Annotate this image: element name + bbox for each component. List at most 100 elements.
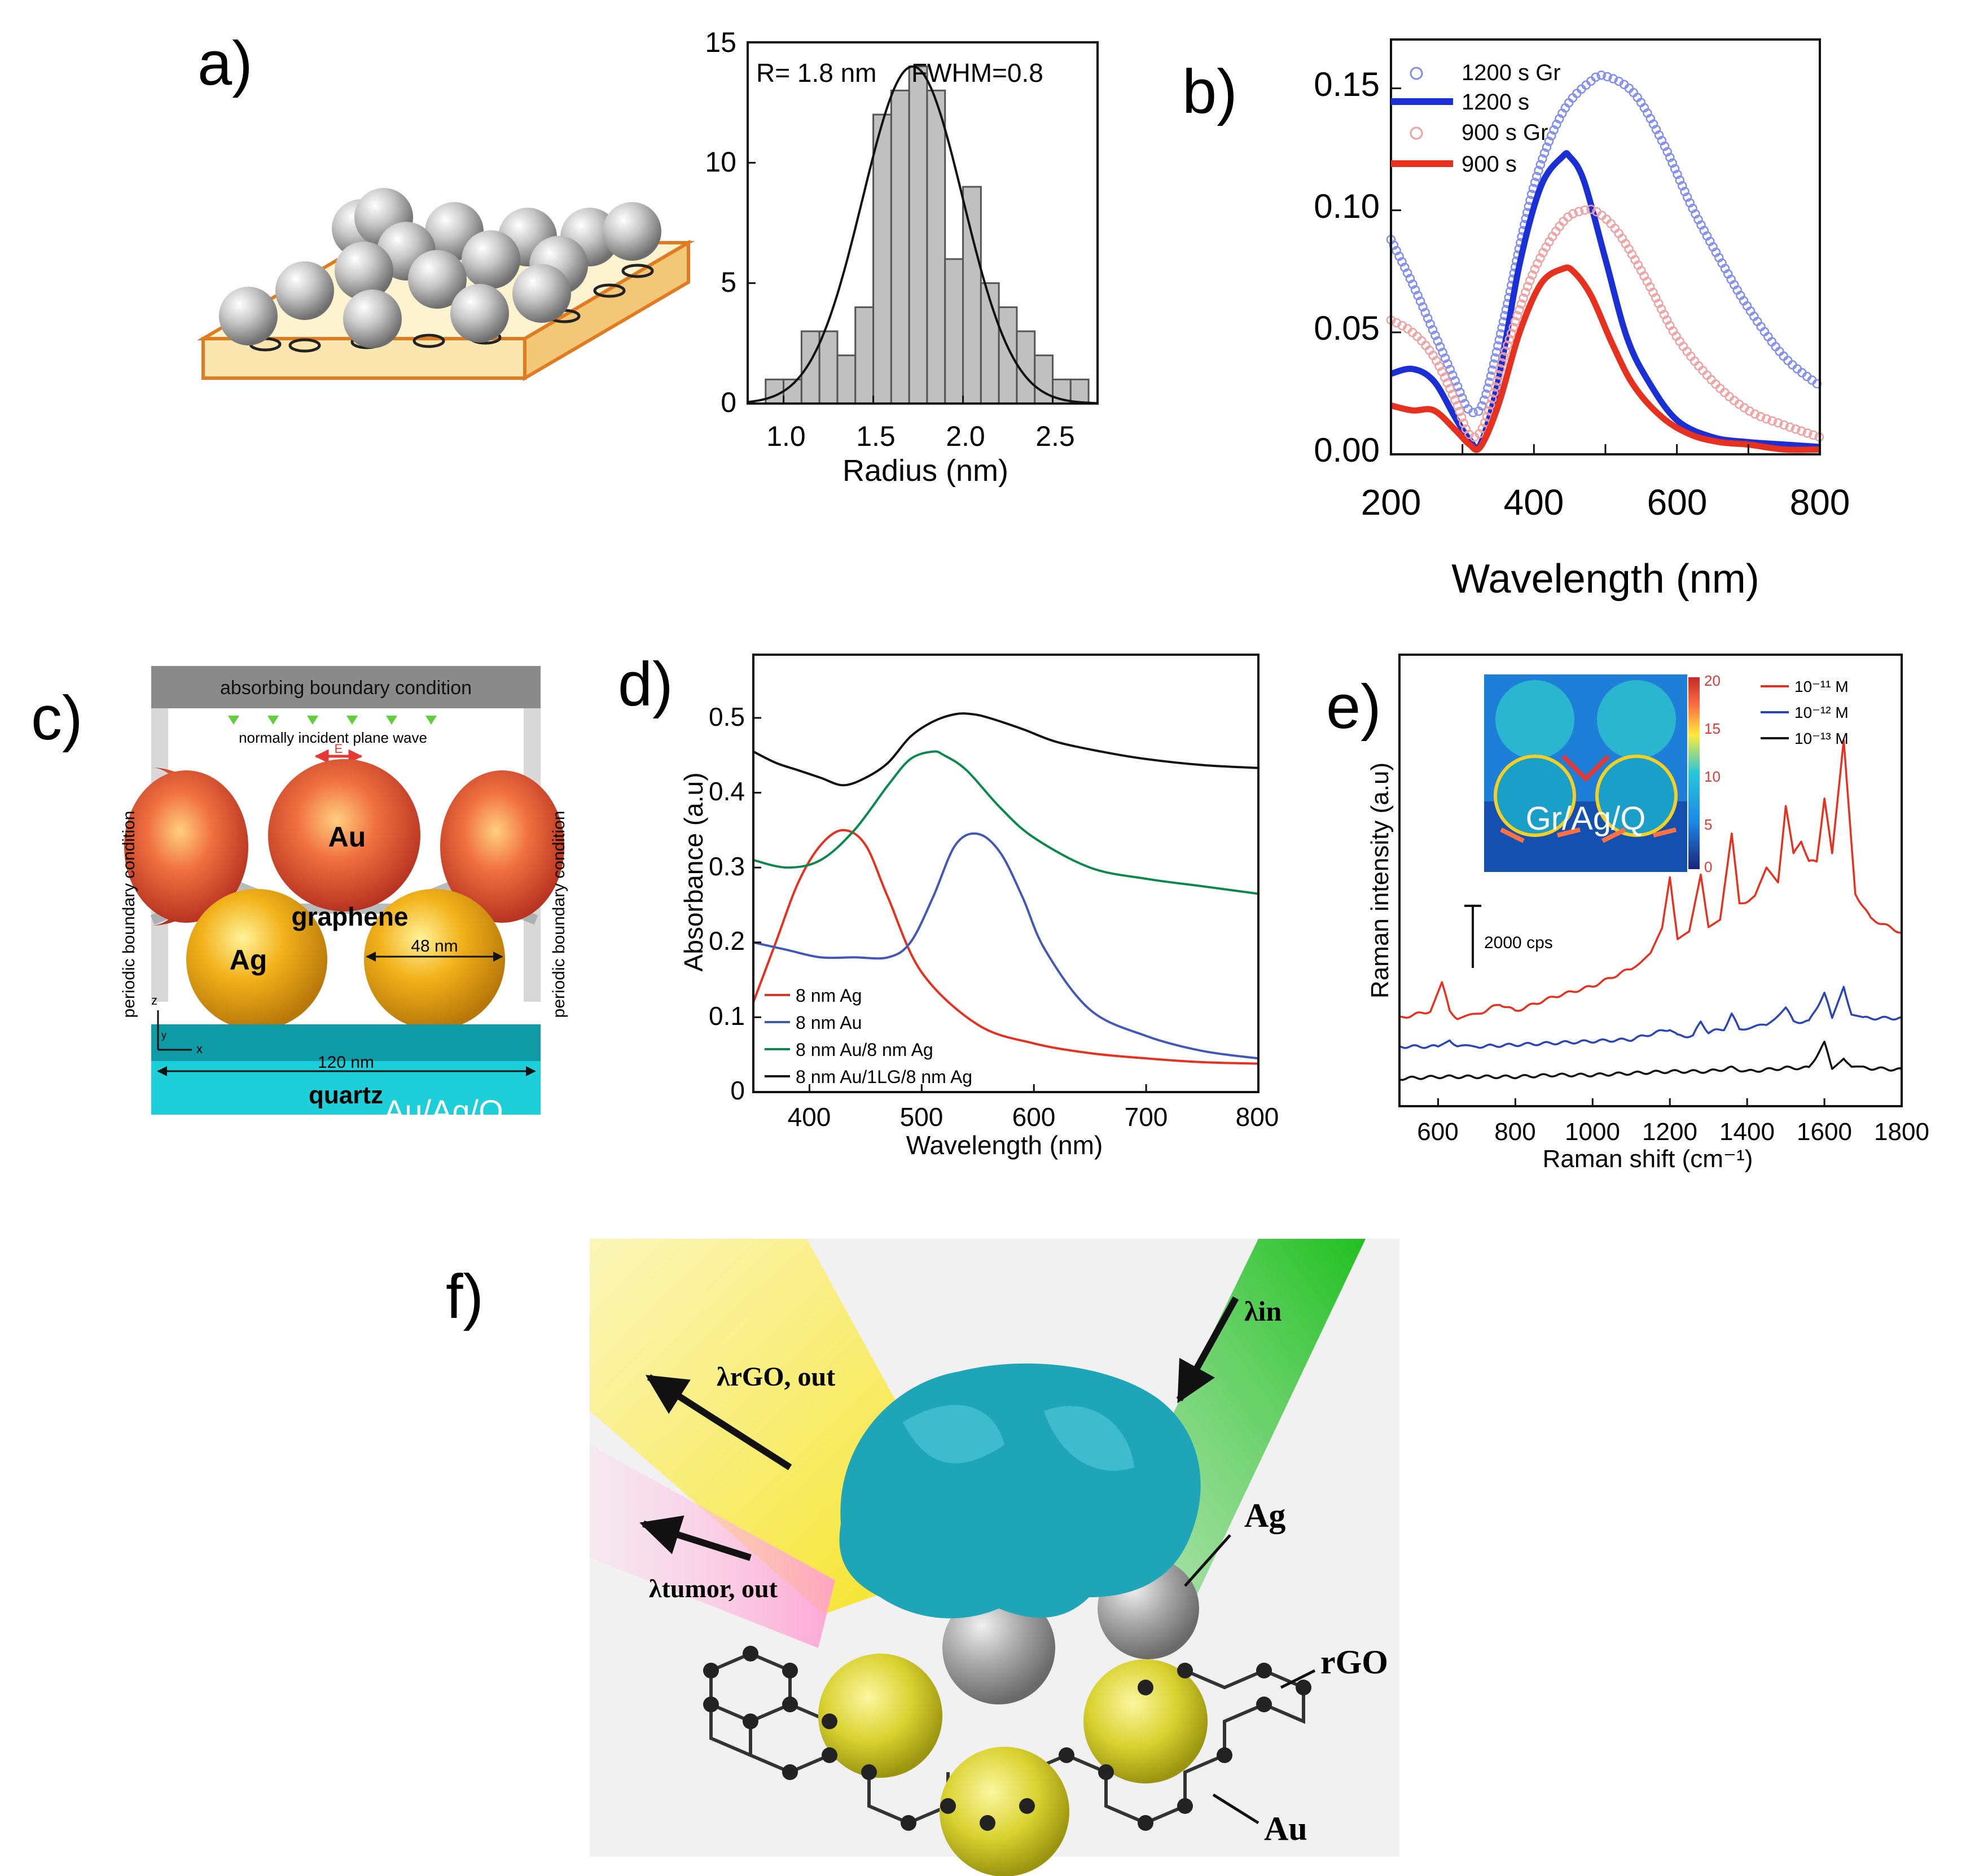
series-marker-1200-s-Gr (1544, 137, 1554, 146)
panel-b-ytick: 0.00 (1314, 431, 1380, 469)
series-marker-1200-s-Gr (1688, 204, 1697, 213)
legend-900-gr: 900 s Gr (1462, 120, 1548, 145)
panel-e-xtick: 1200 (1642, 1118, 1697, 1146)
legend-1200: 1200 s (1462, 90, 1529, 115)
absorbing-boundary-label: absorbing boundary condition (220, 677, 472, 699)
series-marker-900-s-Gr (1653, 299, 1664, 308)
series-marker-1200-s-Gr (1677, 181, 1687, 191)
histogram-bar (926, 89, 946, 405)
series-marker-900-s-Gr (1523, 282, 1533, 291)
series-line-8-nm-Au (753, 832, 1259, 1060)
series-marker-900-s-Gr (1455, 406, 1464, 417)
series-marker-900-s-Gr (1447, 389, 1458, 399)
panel-d-series (752, 712, 1259, 1065)
series-marker-1200-s-Gr (1675, 175, 1685, 185)
legend-ag: 8 nm Ag (796, 985, 862, 1006)
series-marker-1200-s-Gr (1413, 291, 1423, 300)
histogram-xtick: 2.0 (946, 420, 985, 452)
series-marker-1200-s-Gr (1430, 330, 1440, 340)
series-marker-1200-s-Gr (1648, 119, 1658, 129)
panel-b-ticks (1390, 87, 1821, 455)
series-marker-900-s-Gr (1528, 270, 1537, 280)
series-marker-900-s-Gr (1464, 429, 1474, 439)
series-marker-1200-s-Gr (1552, 120, 1561, 129)
series-marker-900-s-Gr (1767, 416, 1777, 426)
panel-d-ytick: 0.5 (709, 702, 745, 731)
dim-120-label: 120 nm (318, 1053, 374, 1072)
series-marker-1200-s-Gr (1402, 268, 1412, 278)
legend-1200-gr: 1200 s Gr (1462, 60, 1561, 85)
au-label-f: Au (1264, 1810, 1307, 1847)
quartz-label: quartz (309, 1081, 383, 1109)
panel-label-a: a) (198, 29, 253, 98)
panel-a-histogram: R= 1.8 nm FWHM=0.8 Radius (nm) 1.0 1.5 2… (705, 27, 1099, 488)
series-marker-1200-s-Gr (1535, 160, 1546, 170)
panel-e-xtick: 800 (1494, 1118, 1535, 1146)
panel-b-xtick: 200 (1361, 482, 1421, 523)
series-marker-1200-s-Gr (1440, 353, 1450, 363)
panel-d-xlabel: Wavelength (nm) (906, 1130, 1103, 1160)
series-marker-1200-s-Gr (1408, 279, 1418, 289)
graphene-label: graphene (291, 902, 408, 931)
panel-e-xtick: 1800 (1874, 1118, 1929, 1146)
histogram-bar (818, 330, 839, 405)
au-sphere-center (268, 759, 420, 911)
panel-e-xtick: 1600 (1797, 1118, 1852, 1146)
histogram-bars (765, 65, 1090, 405)
series-marker-900-s-Gr (1442, 378, 1452, 388)
series-marker-900-s-Gr (1512, 311, 1522, 321)
series-marker-1200-s-Gr (1547, 131, 1556, 141)
histogram-bar (998, 306, 1018, 405)
series-marker-900-s-Gr (1756, 411, 1766, 422)
series-marker-1200-s-Gr (1538, 154, 1547, 164)
legend-1e-11: 10⁻¹¹ M (1794, 678, 1849, 695)
panel-d-xtick: 600 (1012, 1102, 1056, 1132)
series-marker-900-s-Gr (1497, 358, 1507, 368)
series-marker-900-s-Gr (1809, 430, 1818, 440)
panel-label-c: c) (31, 683, 83, 753)
series-marker-1200-s-Gr (1530, 178, 1540, 187)
histogram-xlabel: Radius (nm) (842, 454, 1008, 488)
series-marker-900-s-Gr (1452, 401, 1463, 411)
ag-label-f: Ag (1244, 1497, 1285, 1534)
series-marker-1200-s-Gr (1682, 192, 1692, 202)
series-marker-1200-s-Gr (1468, 407, 1478, 418)
series-marker-1200-s-Gr (1410, 285, 1420, 295)
panel-b-ytick: 0.15 (1314, 65, 1380, 103)
series-marker-1200-s-Gr (1534, 166, 1543, 176)
series-marker-900-s-Gr (1445, 384, 1455, 393)
series-marker-900-s-Gr (1504, 334, 1515, 344)
series-marker-900-s-Gr (1648, 287, 1658, 297)
lambda-in-label: λin (1244, 1295, 1282, 1327)
series-marker-900-s-Gr (1574, 207, 1584, 217)
panel-e-xtick: 1400 (1719, 1118, 1775, 1146)
series-marker-900-s-Gr (1586, 204, 1596, 214)
series-marker-900-s-Gr (1519, 293, 1528, 303)
panel-b-xtick: 800 (1790, 482, 1850, 523)
series-marker-900-s-Gr (1484, 406, 1494, 416)
series-marker-1200-s-Gr (1531, 172, 1542, 182)
series-marker-900-s-Gr (1482, 412, 1492, 422)
series-marker-1200-s-Gr (1425, 319, 1435, 329)
series-marker-900-s-Gr (1392, 318, 1402, 328)
series-marker-1200-s-Gr (1685, 198, 1695, 208)
series-marker-900-s-Gr (1651, 293, 1661, 303)
series-marker-1200-s-Gr (1400, 262, 1410, 273)
series-marker-900-s-Gr (1791, 424, 1801, 434)
histogram-frame (747, 41, 1099, 405)
panel-b-xtick: 600 (1647, 482, 1708, 523)
au-sphere-left (124, 770, 248, 923)
series-line-10-11-M (1399, 739, 1902, 1020)
panel-b-series (1386, 70, 1824, 453)
series-marker-1200-s-Gr (1542, 142, 1552, 152)
histogram-bar (854, 306, 875, 405)
histogram-ytick: 15 (705, 27, 736, 58)
panel-e-xtick: 1000 (1565, 1118, 1620, 1146)
scale-bar-label: 2000 cps (1484, 933, 1553, 952)
panel-d-ylabel: Absorbance (a.u) (679, 773, 708, 972)
panel-b-ytick: 0.10 (1314, 187, 1380, 225)
series-marker-900-s-Gr (1797, 426, 1806, 436)
ag-label: Ag (230, 944, 267, 976)
lambda-tumor-out-label: λtumor, out (649, 1574, 778, 1603)
